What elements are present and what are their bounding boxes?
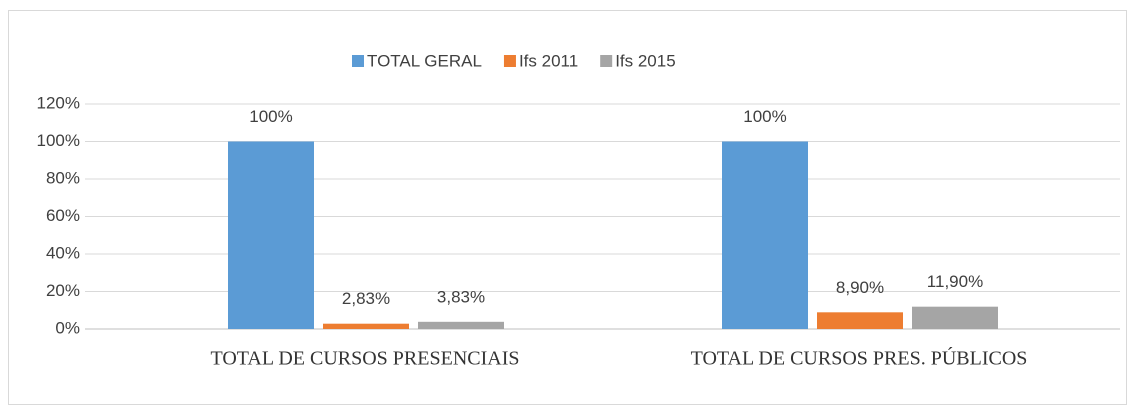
value-label: 2,83%	[342, 289, 390, 308]
legend-swatch	[600, 55, 613, 67]
chart-border	[8, 10, 1127, 405]
y-tick-label: 0%	[55, 318, 80, 337]
bar	[228, 141, 314, 329]
bar	[722, 141, 808, 329]
legend-swatch	[352, 55, 364, 67]
value-label: 100%	[249, 107, 292, 126]
value-label: 100%	[743, 107, 786, 126]
x-tick-label: TOTAL DE CURSOS PRESENCIAIS	[211, 348, 520, 370]
legend-swatch	[503, 55, 516, 67]
value-label: 8,90%	[836, 278, 884, 297]
x-tick-label: TOTAL DE CURSOS PRES. PÚBLICOS	[691, 346, 1028, 370]
bar	[323, 323, 409, 329]
value-label: 11,90%	[927, 272, 983, 291]
y-tick-label: 80%	[46, 168, 80, 187]
value-label: 3,83%	[437, 287, 485, 306]
bar	[817, 312, 903, 329]
legend-label: Ifs 2015	[615, 51, 676, 70]
bar	[418, 321, 504, 329]
y-tick-label: 120%	[37, 93, 80, 112]
y-tick-label: 100%	[37, 131, 80, 150]
legend-label: TOTAL GERAL	[367, 51, 482, 70]
y-tick-label: 40%	[46, 243, 80, 262]
legend-label: Ifs 2011	[519, 51, 578, 70]
y-tick-label: 60%	[46, 206, 80, 225]
bar	[912, 306, 998, 329]
y-tick-label: 20%	[46, 281, 80, 300]
